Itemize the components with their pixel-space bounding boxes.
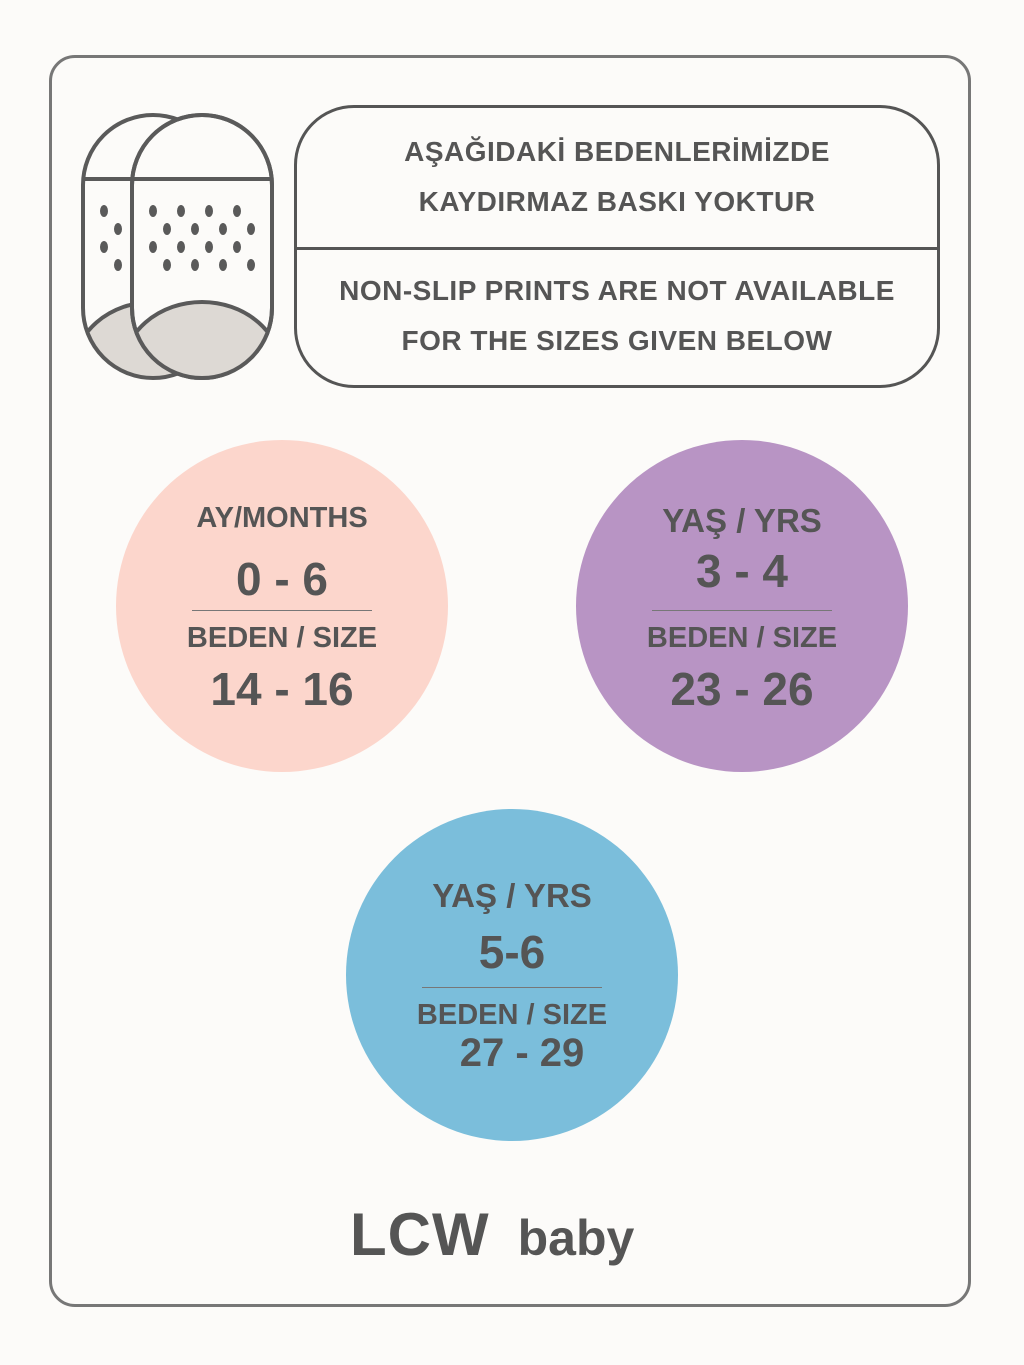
divider	[652, 610, 832, 611]
age-label: YAŞ / YRS	[662, 502, 822, 539]
age-label: YAŞ / YRS	[432, 877, 592, 914]
age-range: 5-6	[478, 926, 546, 978]
size-circle-3-4-years: YAŞ / YRS 3 - 4 BEDEN / SIZE 23 - 26	[576, 440, 908, 772]
size-label: BEDEN / SIZE	[646, 622, 838, 654]
non-slip-socks-icon	[81, 113, 274, 380]
size-label: BEDEN / SIZE	[416, 999, 608, 1031]
card-frame	[49, 55, 971, 1307]
divider	[192, 610, 372, 611]
size-circle-5-6-years: YAŞ / YRS 5-6 BEDEN / SIZE 27 - 29	[346, 809, 678, 1141]
notice-en-line2: FOR THE SIZES GIVEN BELOW	[401, 324, 833, 356]
age-range: 0 - 6	[235, 553, 329, 605]
logo-baby: baby	[517, 1210, 635, 1266]
notice-en-line1: NON-SLIP PRINTS ARE NOT AVAILABLE	[339, 274, 895, 306]
age-range: 3 - 4	[695, 545, 789, 597]
notice-turkish: AŞAĞIDAKİ BEDENLERİMİZDE KAYDIRMAZ BASKI…	[297, 108, 937, 250]
logo-lcw: LCW	[350, 1201, 490, 1268]
size-range: 14 - 16	[210, 663, 354, 715]
notice-tr-line2: KAYDIRMAZ BASKI YOKTUR	[418, 186, 816, 218]
lcw-baby-logo: LCW baby	[350, 1200, 634, 1269]
age-label: AY/MONTHS	[196, 502, 368, 534]
divider	[422, 987, 602, 988]
notice-english: NON-SLIP PRINTS ARE NOT AVAILABLE FOR TH…	[297, 247, 937, 386]
non-slip-notice: AŞAĞIDAKİ BEDENLERİMİZDE KAYDIRMAZ BASKI…	[294, 105, 940, 388]
size-range: 27 - 29	[459, 1031, 585, 1075]
size-circle-0-6-months: AY/MONTHS 0 - 6 BEDEN / SIZE 14 - 16	[116, 440, 448, 772]
size-range: 23 - 26	[670, 663, 814, 715]
size-label: BEDEN / SIZE	[186, 622, 378, 654]
notice-tr-line1: AŞAĞIDAKİ BEDENLERİMİZDE	[404, 136, 830, 168]
